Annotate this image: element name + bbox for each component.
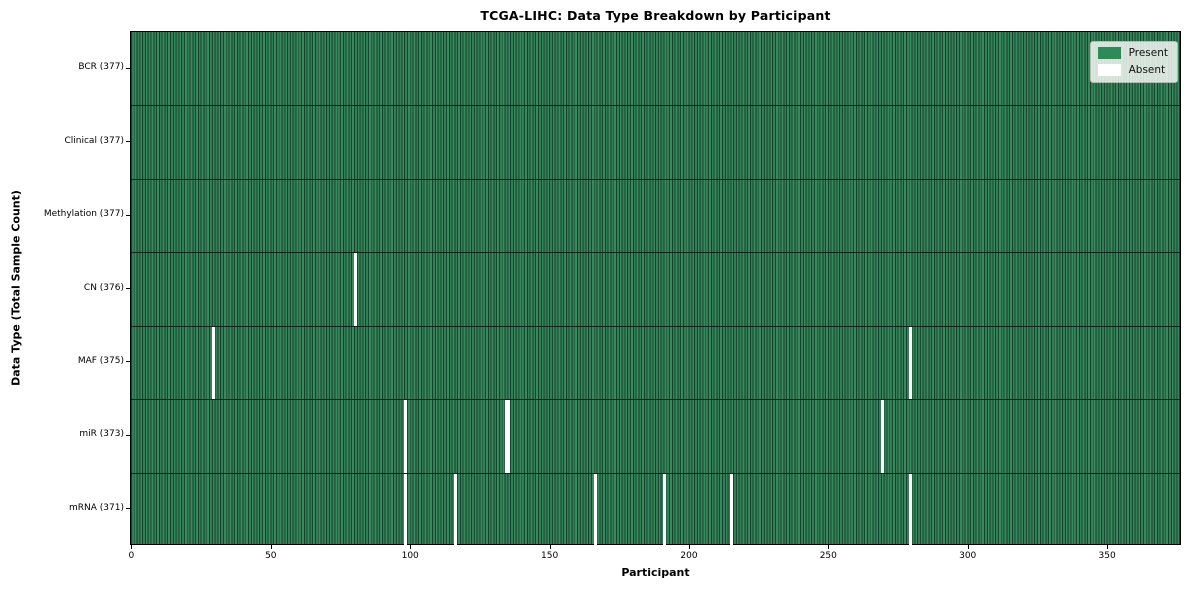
absent-cell-mrna-166 (593, 473, 597, 546)
absent-cell-maf-29 (211, 326, 215, 400)
chart-title: TCGA-LIHC: Data Type Breakdown by Partic… (480, 8, 831, 23)
ytick-label-mrna: mRNA (371) (69, 502, 124, 513)
absent-cell-mrna-116 (454, 473, 458, 546)
plot-area: Present Absent (130, 31, 1181, 546)
xtick-label-0: 0 (128, 551, 135, 561)
ytick-mark (126, 141, 130, 143)
xtick-label-200: 200 (680, 551, 698, 561)
absent-cell-mir-269 (880, 400, 884, 473)
ytick-label-mir: miR (373) (79, 429, 124, 440)
absent-cell-mir-98 (404, 400, 407, 473)
xtick-mark (1107, 545, 1109, 549)
absent-cell-mrna-191 (663, 473, 667, 546)
heatmap-row-mir (131, 399, 1180, 472)
legend-item-present: Present (1097, 47, 1168, 59)
legend: Present Absent (1089, 41, 1178, 83)
xtick-mark (549, 545, 551, 549)
absent-cell-mir-134 (504, 400, 508, 473)
heatmap-row-methylation (131, 178, 1180, 252)
present-swatch-icon (1097, 47, 1121, 59)
absent-cell-cn-80 (354, 253, 357, 326)
xtick-label-100: 100 (401, 551, 419, 561)
legend-label-absent: Absent (1128, 64, 1166, 76)
xtick-mark (828, 545, 830, 549)
absent-cell-maf-279 (908, 326, 912, 400)
heatmap-row-bcr (131, 32, 1180, 105)
ytick-mark (126, 434, 130, 436)
heatmap-row-maf (131, 325, 1180, 399)
ytick-label-clinical: Clinical (377) (64, 135, 124, 146)
legend-label-present: Present (1128, 47, 1168, 59)
absent-cell-mir-135 (507, 400, 511, 473)
ytick-mark (126, 361, 130, 363)
ytick-label-bcr: BCR (377) (78, 62, 124, 73)
ytick-mark (126, 288, 130, 290)
ytick-mark (126, 508, 130, 510)
absent-cell-mrna-279 (908, 473, 912, 546)
x-axis-label: Participant (621, 566, 690, 579)
xtick-mark (410, 545, 412, 549)
ytick-mark (126, 214, 130, 216)
xtick-label-250: 250 (819, 551, 837, 561)
ytick-mark (126, 67, 130, 69)
ytick-label-maf: MAF (375) (77, 355, 124, 366)
xtick-mark (967, 545, 969, 549)
xtick-mark (131, 545, 133, 549)
legend-item-absent: Absent (1097, 64, 1168, 76)
xtick-label-50: 50 (265, 551, 277, 561)
ytick-label-methylation: Methylation (377) (43, 209, 124, 220)
xtick-mark (689, 545, 691, 549)
heatmap-row-cn (131, 252, 1180, 325)
xtick-label-150: 150 (541, 551, 559, 561)
absent-swatch-icon (1097, 64, 1121, 76)
xtick-label-300: 300 (959, 551, 977, 561)
ytick-label-cn: CN (376) (83, 282, 124, 293)
heatmap-row-mrna (131, 472, 1180, 546)
xtick-mark (270, 545, 272, 549)
heatmap-row-clinical (131, 105, 1180, 178)
xtick-label-350: 350 (1098, 551, 1116, 561)
absent-cell-mrna-98 (404, 473, 407, 546)
absent-cell-mrna-215 (730, 473, 734, 546)
